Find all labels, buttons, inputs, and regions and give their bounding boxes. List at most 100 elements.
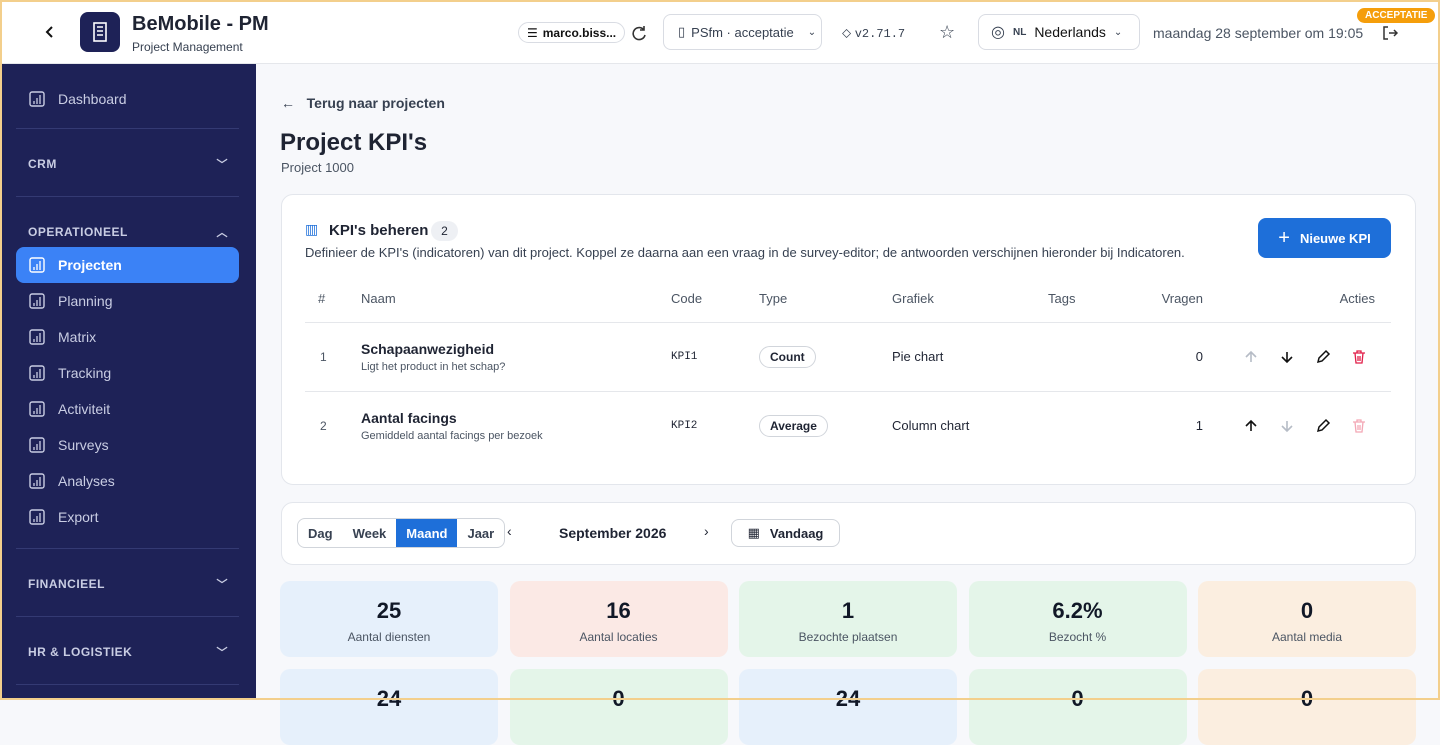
edit[interactable] [1315, 418, 1331, 439]
stat-card: 6.2% Bezocht % [968, 581, 1187, 657]
sidebar-item[interactable]: Projecten [16, 247, 239, 283]
sidebar-divider [16, 128, 239, 129]
kpi-card [281, 194, 1416, 485]
kpi-name: Aantal facings [361, 410, 457, 426]
view-option[interactable]: Maand [396, 519, 458, 547]
app-subtitle: Project Management [132, 40, 243, 54]
sidebar-divider [16, 616, 239, 617]
new-kpi-label: Nieuwe KPI [1299, 230, 1371, 246]
kpi-questions: 0 [1195, 349, 1203, 364]
stat-value: 0 [1300, 598, 1314, 623]
sidebar-item[interactable]: Export [16, 499, 239, 535]
page-title: Project KPI's [280, 129, 428, 156]
move-down[interactable] [1279, 349, 1295, 370]
view-option[interactable]: Jaar [467, 525, 495, 541]
favorite-icon[interactable]: ☆ [939, 22, 956, 42]
column-header: # [318, 291, 326, 306]
sidebar-section-title: FINANCIEEL [28, 577, 105, 591]
sidebar-item-label: Analyses [58, 473, 115, 489]
column-header: Acties [1339, 291, 1375, 306]
kpi-description: Ligt het product in het schap? [361, 361, 506, 373]
sidebar-item-label: Surveys [58, 437, 109, 453]
table-rule [305, 391, 1391, 392]
kpi-type: Count [759, 346, 816, 368]
column-header: Naam [361, 291, 396, 306]
stat-card: 0 [509, 669, 728, 745]
stat-value: 6.2% [1052, 598, 1103, 623]
kpi-description: Gemiddeld aantal facings per bezoek [361, 430, 543, 442]
stat-card: 0 [1198, 669, 1416, 745]
stat-card: 24 [739, 669, 957, 745]
language-select[interactable]: ◎ NL Nederlands ⌄ [978, 14, 1140, 50]
app-title: BeMobile - PM [132, 13, 269, 35]
sidebar-section[interactable]: FINANCIEEL ﹀ [28, 576, 228, 592]
view-option[interactable]: Dag [308, 525, 333, 541]
kpi-name: Schapaanwezigheid [361, 341, 495, 357]
move-up[interactable] [1243, 418, 1259, 439]
sidebar-item-label: Activiteit [58, 401, 111, 417]
stat-value: 24 [376, 686, 402, 711]
kpi-code: KPI1 [671, 351, 698, 363]
environment-select[interactable]: ▯ PSfm · acceptatie ⌄ [663, 14, 822, 50]
delete[interactable] [1351, 349, 1367, 370]
stat-label: Aantal diensten [347, 630, 431, 644]
column-header: Tags [1048, 291, 1076, 306]
sidebar-section[interactable]: CRM ﹀ [28, 156, 228, 172]
kpi-code: KPI2 [671, 420, 698, 432]
today-button[interactable]: ▦ Vandaag [731, 519, 840, 547]
sidebar-section-title: CRM [28, 157, 57, 171]
sidebar-section[interactable]: HR & LOGISTIEK ﹀ [28, 644, 228, 660]
kpi-chart: Column chart [892, 418, 970, 433]
sidebar-item[interactable]: Surveys [16, 427, 239, 463]
back-link[interactable]: ← Terug naar projecten [281, 95, 445, 111]
sidebar-item[interactable]: Dashboard [16, 81, 239, 117]
stat-label: Aantal media [1271, 630, 1343, 644]
kpi-card-description: Definieer de KPI's (indicatoren) van dit… [305, 245, 1185, 260]
column-header: Code [671, 291, 703, 306]
next-period[interactable]: › [704, 523, 709, 539]
kpi-count: 2 [431, 221, 458, 241]
sidebar-item[interactable]: Tracking [16, 355, 239, 391]
sidebar: Dashboard CRM ﹀ OPERATIONEEL ︿ Projecten Plann… [0, 64, 256, 700]
environment-badge: ACCEPTATIE [1357, 8, 1436, 23]
user-chip[interactable]: ☰ marco.biss... [518, 22, 626, 43]
sidebar-item[interactable]: Analyses [16, 463, 239, 499]
stat-value: 0 [612, 686, 625, 711]
view-option[interactable]: Week [352, 525, 387, 541]
stat-label: Aantal locaties [579, 630, 658, 644]
sidebar-section[interactable]: OPERATIONEEL ︿ [28, 224, 228, 240]
refresh-icon[interactable] [630, 24, 648, 42]
kpi-chart: Pie chart [892, 349, 944, 364]
sidebar-item-label: Planning [58, 293, 113, 309]
page-subtitle: Project 1000 [281, 160, 354, 175]
stat-value: 16 [606, 598, 631, 623]
logout-icon[interactable] [1381, 24, 1399, 42]
sidebar-divider [16, 684, 239, 685]
stat-value: 0 [1300, 686, 1314, 711]
sidebar-chevron: ︿ [216, 227, 228, 239]
view-switch: Dag Week Maand Jaar [297, 518, 506, 548]
back-button[interactable] [42, 24, 58, 40]
edit[interactable] [1315, 349, 1331, 370]
sidebar-chevron: ﹀ [216, 579, 228, 591]
sidebar-item-label: Matrix [58, 329, 97, 345]
kpi-type: Average [759, 415, 828, 437]
sidebar-item[interactable]: Planning [16, 283, 239, 319]
stat-value: 25 [376, 598, 402, 623]
kpi-questions: 1 [1195, 418, 1203, 433]
sidebar-item-label: Projecten [58, 257, 122, 273]
sidebar-item[interactable]: Activiteit [16, 391, 239, 427]
sidebar-divider [16, 548, 239, 549]
sidebar-item-label: Export [58, 509, 99, 525]
version: v2.71.7 [854, 27, 906, 41]
sidebar-item[interactable]: Matrix [16, 319, 239, 355]
environment: PSfm · acceptatie [691, 24, 794, 40]
back-link-text: Terug naar projecten [306, 95, 445, 111]
new-kpi-button[interactable]: + Nieuwe KPI [1258, 218, 1391, 258]
column-header: Grafiek [892, 291, 934, 306]
stat-value: 1 [841, 598, 855, 623]
kpi-card-title: KPI's beheren [329, 222, 429, 239]
prev-period[interactable]: ‹ [507, 523, 512, 539]
